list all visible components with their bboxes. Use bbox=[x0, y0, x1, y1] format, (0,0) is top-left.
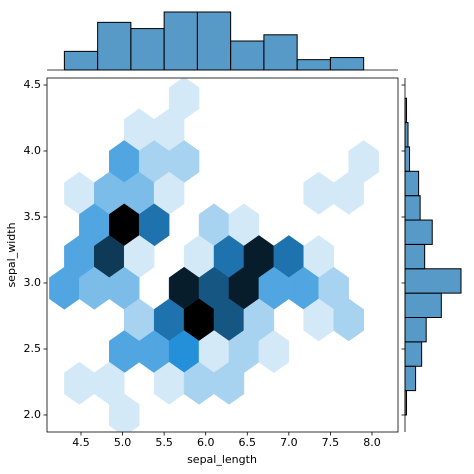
hex-cell bbox=[333, 171, 364, 215]
hex-cell bbox=[109, 393, 140, 432]
x-tick-label: 6.0 bbox=[197, 436, 215, 449]
hex-cell bbox=[258, 330, 290, 374]
x-tick-label: 7.0 bbox=[280, 436, 298, 449]
hex-cell bbox=[333, 298, 364, 342]
hist-bar bbox=[404, 195, 421, 221]
y-tick-label: 2.5 bbox=[24, 342, 42, 355]
x-tick-label: 5.0 bbox=[114, 436, 132, 449]
hist-bar bbox=[404, 122, 409, 148]
hexbin-cells bbox=[49, 78, 379, 432]
hist-bar bbox=[404, 341, 423, 367]
hist-bar bbox=[404, 243, 426, 270]
hist-bar bbox=[263, 34, 298, 71]
hist-bar bbox=[97, 21, 132, 71]
hist-bar bbox=[404, 292, 442, 318]
hist-bar bbox=[404, 268, 462, 294]
hex-cell bbox=[64, 361, 95, 405]
y-tick-label: 3.0 bbox=[24, 276, 42, 289]
hist-bar bbox=[329, 57, 365, 71]
hex-cell bbox=[303, 171, 334, 215]
hist-bar bbox=[404, 146, 411, 172]
x-tick-label: 6.5 bbox=[239, 436, 257, 449]
x-tick-label: 8.0 bbox=[363, 436, 381, 449]
x-axis-label: sepal_length bbox=[187, 453, 257, 466]
y-tick-label: 4.5 bbox=[24, 78, 42, 91]
x-tick-label: 7.5 bbox=[322, 436, 340, 449]
hist-bar bbox=[230, 40, 265, 71]
hist-bar bbox=[404, 170, 420, 197]
y-tick-label: 4.0 bbox=[24, 144, 42, 157]
y-tick-label: 2.0 bbox=[24, 408, 42, 421]
hist-bar bbox=[404, 365, 417, 392]
hist-bar bbox=[404, 316, 427, 343]
plot-frame bbox=[46, 77, 399, 433]
hist-bar bbox=[196, 11, 232, 71]
x-tick-label: 5.5 bbox=[155, 436, 173, 449]
hex-cell bbox=[213, 361, 245, 405]
hist-bar bbox=[163, 11, 198, 71]
y-axis-label: sepal_width bbox=[5, 222, 18, 287]
hist-bar bbox=[130, 28, 165, 71]
hist-bar bbox=[296, 59, 331, 71]
x-tick-label: 4.5 bbox=[72, 436, 90, 449]
hist-bar bbox=[63, 50, 99, 71]
hist-bar bbox=[404, 219, 433, 245]
y-tick-label: 3.5 bbox=[24, 210, 42, 223]
